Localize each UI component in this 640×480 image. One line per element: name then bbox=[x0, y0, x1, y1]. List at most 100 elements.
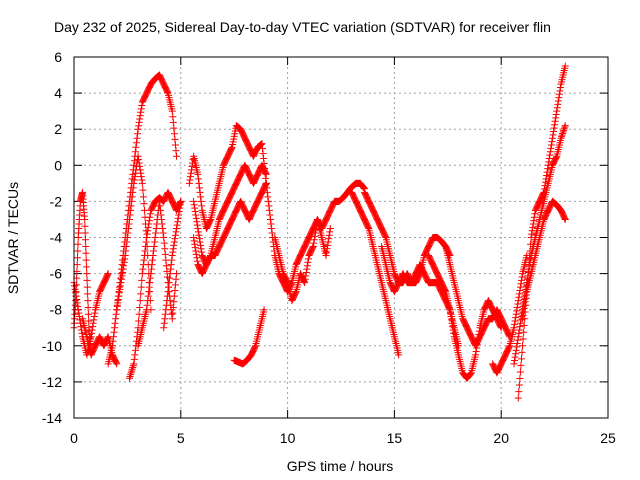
data-point-marker bbox=[88, 329, 96, 337]
data-point-marker bbox=[522, 291, 530, 299]
data-point-marker bbox=[110, 333, 118, 341]
data-point-marker bbox=[116, 285, 124, 293]
data-point-marker bbox=[194, 175, 202, 183]
data-point-marker bbox=[264, 197, 272, 205]
data-point-marker bbox=[136, 297, 144, 305]
data-point-marker bbox=[561, 215, 569, 223]
data-point-marker bbox=[303, 265, 311, 273]
data-point-marker bbox=[168, 256, 176, 264]
data-point-marker bbox=[147, 265, 155, 273]
data-point-marker bbox=[128, 193, 136, 201]
data-point-marker bbox=[198, 248, 206, 256]
data-point-marker bbox=[166, 274, 174, 282]
data-point-marker bbox=[559, 129, 567, 137]
data-point-marker bbox=[555, 90, 563, 98]
data-point-marker bbox=[164, 288, 172, 296]
data-point-marker bbox=[197, 197, 205, 205]
data-point-marker bbox=[151, 234, 159, 241]
data-point-marker bbox=[130, 179, 138, 187]
data-point-marker bbox=[466, 370, 474, 378]
data-point-marker bbox=[548, 134, 556, 142]
data-point-marker bbox=[136, 115, 144, 123]
data-point-marker bbox=[552, 111, 560, 119]
data-point-marker bbox=[553, 104, 561, 112]
data-point-marker bbox=[140, 256, 148, 264]
data-point-marker bbox=[194, 228, 202, 236]
data-point-marker bbox=[84, 310, 92, 318]
data-point-marker bbox=[83, 263, 91, 271]
data-point-marker bbox=[450, 329, 458, 337]
data-point-marker bbox=[549, 131, 557, 139]
data-point-marker bbox=[310, 236, 318, 244]
data-point-marker bbox=[71, 285, 79, 293]
data-point-marker bbox=[519, 342, 527, 350]
data-point-marker bbox=[109, 337, 117, 345]
y-tick-label: -8 bbox=[50, 302, 63, 318]
data-point-marker bbox=[148, 256, 156, 264]
data-point-marker bbox=[262, 179, 270, 187]
x-axis-ticks: 0 5 10 15 20 25 bbox=[70, 57, 616, 446]
data-point-marker bbox=[195, 184, 203, 192]
data-point-marker bbox=[449, 326, 457, 334]
data-point-marker bbox=[529, 223, 537, 231]
y-tick-label: -10 bbox=[42, 338, 62, 354]
data-point-marker bbox=[561, 122, 569, 130]
data-point-marker bbox=[359, 183, 367, 191]
data-point-marker bbox=[126, 211, 134, 219]
data-point-marker bbox=[554, 97, 562, 105]
data-point-marker bbox=[505, 343, 513, 351]
data-point-marker bbox=[561, 62, 569, 70]
data-point-marker bbox=[122, 243, 130, 251]
y-tick-label: 0 bbox=[54, 157, 62, 173]
data-point-marker bbox=[152, 229, 160, 237]
data-point-marker bbox=[515, 381, 523, 389]
data-point-marker bbox=[190, 234, 198, 241]
data-point-marker bbox=[259, 145, 267, 153]
data-point-marker bbox=[513, 303, 521, 311]
series-trace-22 bbox=[510, 122, 569, 368]
data-point-marker bbox=[137, 169, 145, 177]
data-point-marker bbox=[448, 316, 456, 324]
data-point-marker bbox=[171, 141, 179, 149]
data-point-marker bbox=[556, 83, 564, 91]
data-point-marker bbox=[138, 176, 146, 184]
data-point-marker bbox=[176, 204, 184, 212]
data-point-marker bbox=[157, 211, 165, 219]
data-point-marker bbox=[144, 297, 152, 305]
data-point-marker bbox=[150, 243, 158, 251]
chart-title: Day 232 of 2025, Sidereal Day-to-day VTE… bbox=[54, 19, 551, 35]
data-point-marker bbox=[467, 370, 475, 378]
data-point-marker bbox=[550, 127, 558, 135]
data-point-marker bbox=[171, 287, 179, 295]
data-point-marker bbox=[528, 230, 536, 238]
data-point-marker bbox=[190, 237, 198, 245]
data-point-marker bbox=[512, 346, 520, 354]
data-point-marker bbox=[139, 265, 147, 273]
data-point-marker bbox=[137, 173, 145, 181]
x-tick-label: 15 bbox=[387, 430, 403, 446]
data-point-marker bbox=[170, 241, 178, 249]
data-point-marker bbox=[141, 247, 149, 255]
data-point-marker bbox=[119, 265, 127, 273]
data-point-marker bbox=[129, 184, 137, 192]
data-point-marker bbox=[144, 227, 152, 235]
data-point-marker bbox=[518, 348, 526, 356]
data-point-marker bbox=[163, 88, 171, 96]
data-point-marker bbox=[139, 186, 147, 194]
data-point-marker bbox=[72, 289, 80, 297]
data-point-marker bbox=[161, 245, 169, 253]
data-point-marker bbox=[129, 363, 137, 371]
data-point-marker bbox=[163, 297, 171, 305]
data-point-marker bbox=[266, 211, 274, 219]
data-point-marker bbox=[126, 372, 134, 380]
data-point-marker bbox=[558, 133, 566, 141]
data-point-marker bbox=[161, 315, 169, 323]
data-point-marker bbox=[560, 125, 568, 133]
data-point-marker bbox=[160, 319, 168, 327]
data-point-marker bbox=[544, 165, 552, 173]
data-point-marker bbox=[170, 292, 178, 300]
data-point-marker bbox=[559, 128, 567, 136]
data-point-marker bbox=[197, 241, 205, 249]
data-point-marker bbox=[127, 206, 135, 214]
data-point-marker bbox=[192, 247, 200, 255]
